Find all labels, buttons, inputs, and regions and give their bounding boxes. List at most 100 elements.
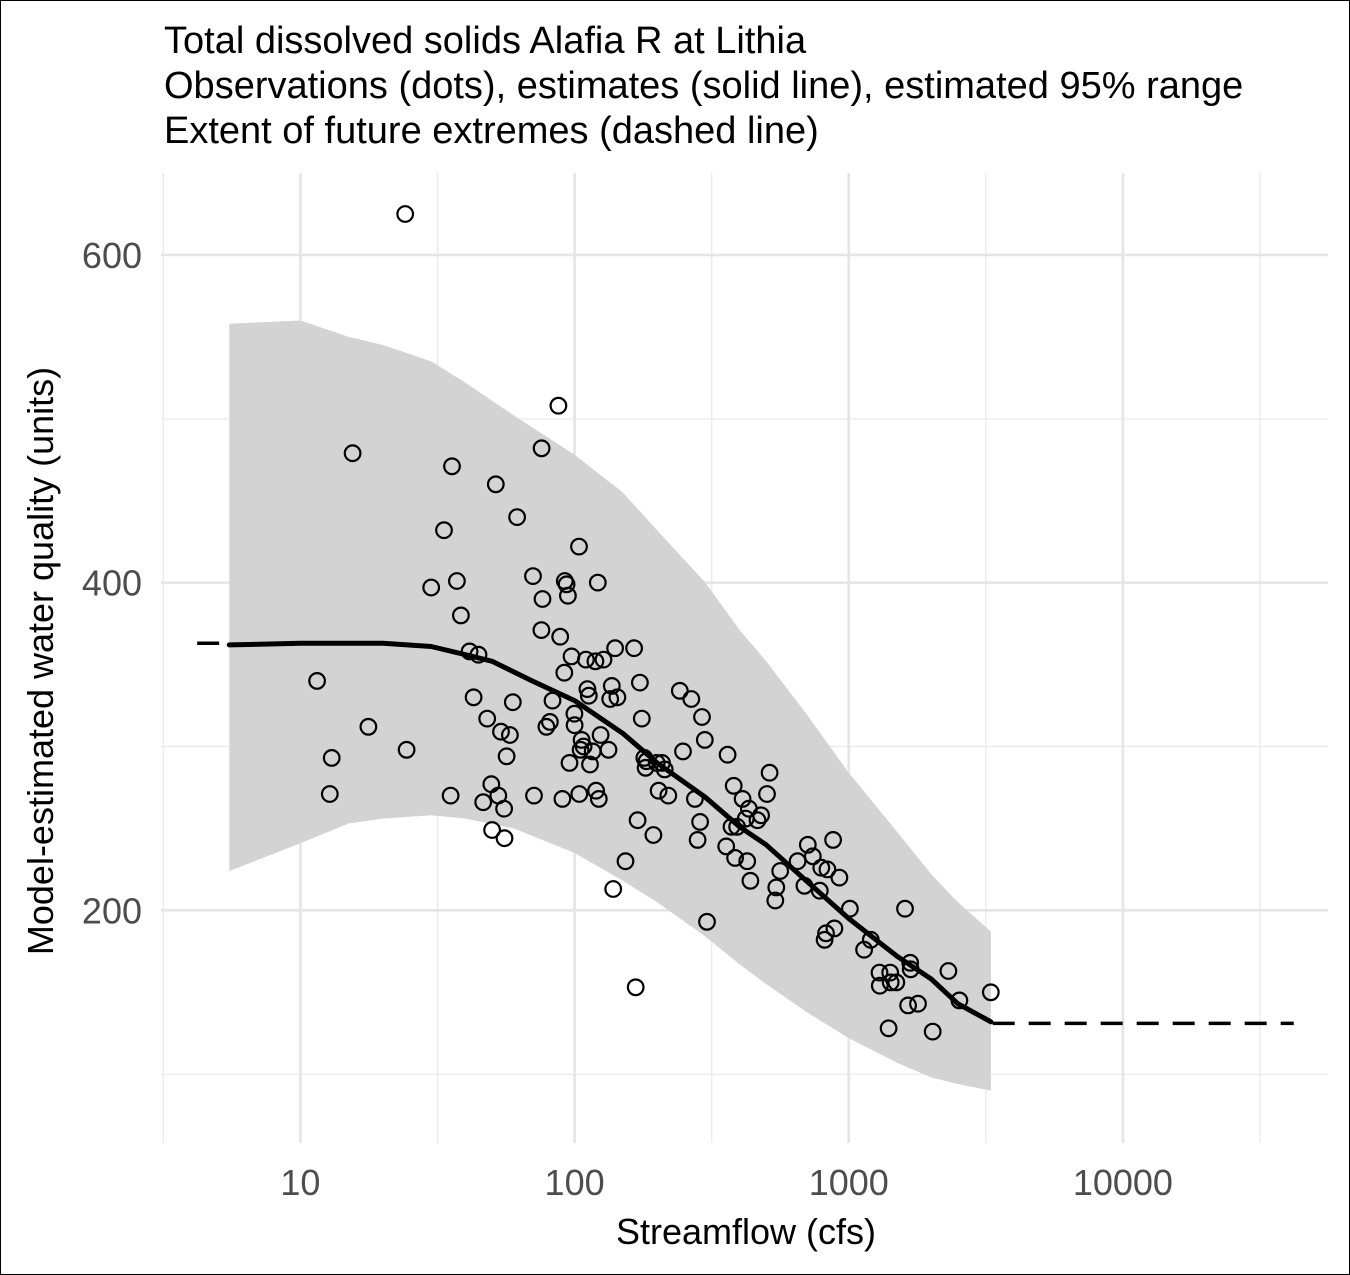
observation-point	[565, 716, 584, 735]
observation-point	[939, 962, 958, 980]
y-axis-ticks: 200 400 600	[82, 235, 142, 931]
observation-points	[308, 205, 1000, 1041]
observation-point	[698, 912, 716, 931]
observation-point	[579, 686, 598, 705]
observation-point	[495, 829, 514, 848]
observation-point	[581, 755, 599, 774]
observation-point	[923, 1022, 942, 1041]
title-line-1: Total dissolved solids Alafia R at Lithi…	[164, 20, 807, 62]
observation-point	[950, 991, 969, 1010]
observation-point	[586, 652, 605, 671]
observation-point	[795, 876, 814, 895]
observation-point	[870, 963, 889, 982]
observation-point	[870, 976, 889, 995]
title-line-3: Extent of future extremes (dashed line)	[164, 110, 819, 152]
x-tick-label: 10000	[1073, 1162, 1173, 1203]
observation-point	[674, 742, 692, 761]
observation-point	[469, 645, 488, 664]
observation-point	[483, 821, 502, 839]
observation-point	[574, 737, 593, 756]
observation-point	[682, 690, 701, 708]
observation-point	[560, 754, 579, 772]
observation-point	[570, 537, 588, 556]
observation-point	[981, 983, 1000, 1002]
observation-point	[798, 835, 817, 854]
observation-point	[396, 205, 415, 223]
observation-point	[881, 963, 900, 982]
observation-point	[636, 758, 655, 777]
chart-title: Total dissolved solids Alafia R at Lithi…	[164, 20, 1243, 152]
observation-point	[803, 847, 822, 866]
observation-point	[602, 677, 621, 695]
observation-point	[503, 693, 522, 712]
observation-point	[695, 731, 714, 749]
observation-point	[543, 691, 562, 710]
y-tick-label: 400	[82, 563, 142, 604]
observation-point	[748, 811, 767, 830]
observation-point	[767, 878, 786, 897]
observation-point	[570, 785, 589, 803]
observation-point	[688, 831, 707, 849]
observation-point	[901, 960, 920, 979]
observation-point	[594, 650, 613, 669]
observation-point	[655, 760, 674, 779]
observation-point	[644, 826, 663, 844]
observation-point	[435, 521, 453, 540]
observation-point	[899, 996, 917, 1015]
observation-point	[508, 508, 526, 526]
observation-point	[616, 852, 635, 871]
observation-point	[691, 813, 709, 831]
observation-point	[830, 868, 849, 887]
observation-point	[448, 572, 466, 590]
observation-point	[557, 575, 576, 594]
observation-point	[733, 790, 752, 808]
title-line-2: Observations (dots), estimates (solid li…	[164, 65, 1243, 107]
observation-point	[441, 786, 460, 805]
observation-point	[879, 1019, 898, 1038]
observation-point	[578, 680, 597, 698]
observation-point	[553, 790, 572, 808]
observation-point	[810, 881, 829, 900]
observation-point	[909, 994, 927, 1013]
observation-point	[555, 663, 574, 682]
x-tick-label: 100	[545, 1162, 605, 1203]
estimate-line-layer	[226, 640, 994, 1025]
observation-point	[841, 899, 859, 918]
observation-point	[686, 790, 704, 808]
observation-point	[322, 749, 341, 767]
observation-point	[815, 930, 834, 949]
observation-point	[825, 919, 844, 938]
observation-point	[495, 799, 514, 818]
observation-point	[625, 639, 643, 658]
observation-point	[631, 673, 649, 692]
observation-point	[861, 930, 880, 949]
observation-point	[649, 781, 668, 800]
observation-point	[464, 688, 483, 707]
y-tick-label: 600	[82, 235, 142, 276]
observation-point	[537, 717, 556, 736]
observation-point	[343, 444, 362, 463]
observation-point	[722, 817, 741, 836]
future-extremes-layer	[197, 641, 1294, 1026]
x-axis-title: Streamflow (cfs)	[616, 1211, 876, 1252]
observation-point	[587, 781, 605, 800]
estimate-line	[226, 640, 994, 1025]
observation-point	[525, 786, 543, 805]
observation-point	[577, 650, 595, 669]
x-axis-ticks: 10 100 1000 10000	[280, 1162, 1173, 1203]
observation-point	[565, 704, 584, 723]
observation-point	[881, 973, 900, 992]
observation-point	[588, 573, 607, 592]
observation-point	[693, 708, 711, 726]
observation-point	[741, 871, 760, 890]
observation-point	[478, 709, 497, 728]
observation-point	[571, 740, 590, 759]
observation-point	[824, 831, 842, 849]
observation-point	[717, 837, 736, 856]
observation-point	[771, 862, 790, 880]
observation-point	[632, 709, 651, 728]
observation-point	[626, 978, 645, 997]
observation-point	[492, 722, 510, 741]
